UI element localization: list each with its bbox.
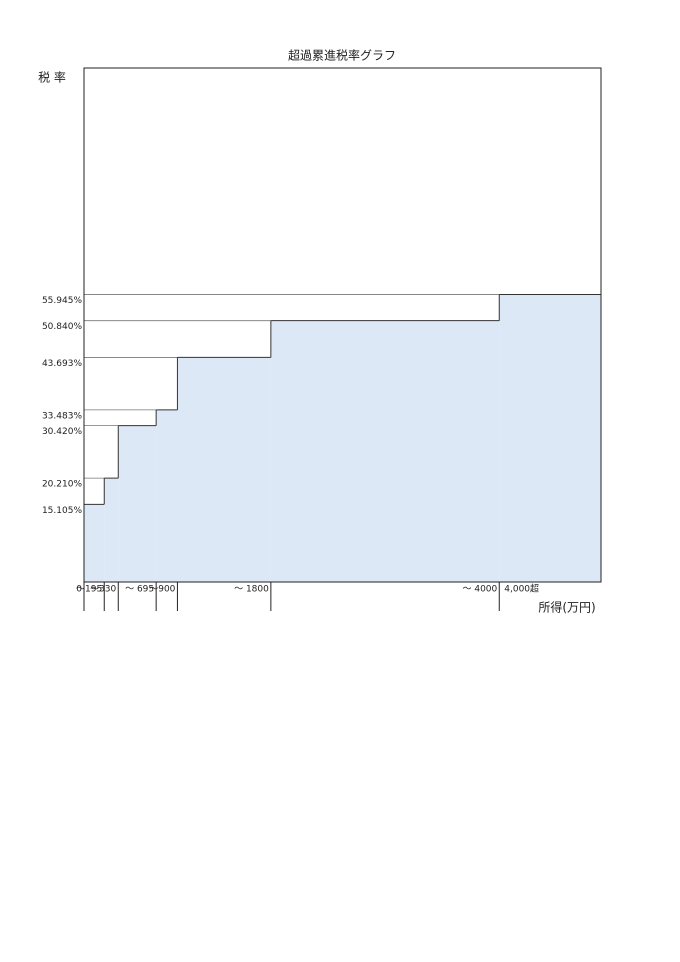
x-tick-label: ～ 1800: [234, 585, 269, 595]
chart-title: 超過累進税率グラフ: [288, 48, 396, 63]
y-tick-label: 50.840%: [42, 322, 82, 332]
y-tick-label: 55.945%: [42, 296, 82, 306]
step-area-segment: [156, 409, 178, 582]
y-axis-label: 税 率: [38, 70, 66, 85]
y-tick-label: 15.105%: [42, 506, 82, 516]
step-area-segment: [84, 504, 105, 582]
y-tick-label: 33.483%: [42, 411, 82, 421]
x-tick-label: 0: [76, 585, 82, 595]
step-area-segment: [104, 478, 119, 582]
x-axis-label: 所得(万円): [538, 600, 595, 615]
y-tick-label: 43.693%: [42, 359, 82, 369]
step-area-segment: [118, 425, 157, 582]
x-tick-label: ～330: [90, 585, 116, 595]
x-tick-label: ～900: [149, 585, 175, 595]
plot-frame: [83, 67, 602, 583]
x-tick-label: ～ 4000: [462, 585, 497, 595]
y-tick-label: 30.420%: [42, 427, 82, 437]
x-tick-label: ～195: [76, 585, 102, 595]
step-area-segment: [177, 357, 271, 582]
step-area-segment: [270, 320, 500, 582]
y-tick-label: 20.210%: [42, 480, 82, 490]
step-area-segment: [499, 294, 601, 582]
x-tick-label: 4,000超: [504, 583, 539, 595]
x-tick-label: ～ 695: [125, 585, 154, 595]
